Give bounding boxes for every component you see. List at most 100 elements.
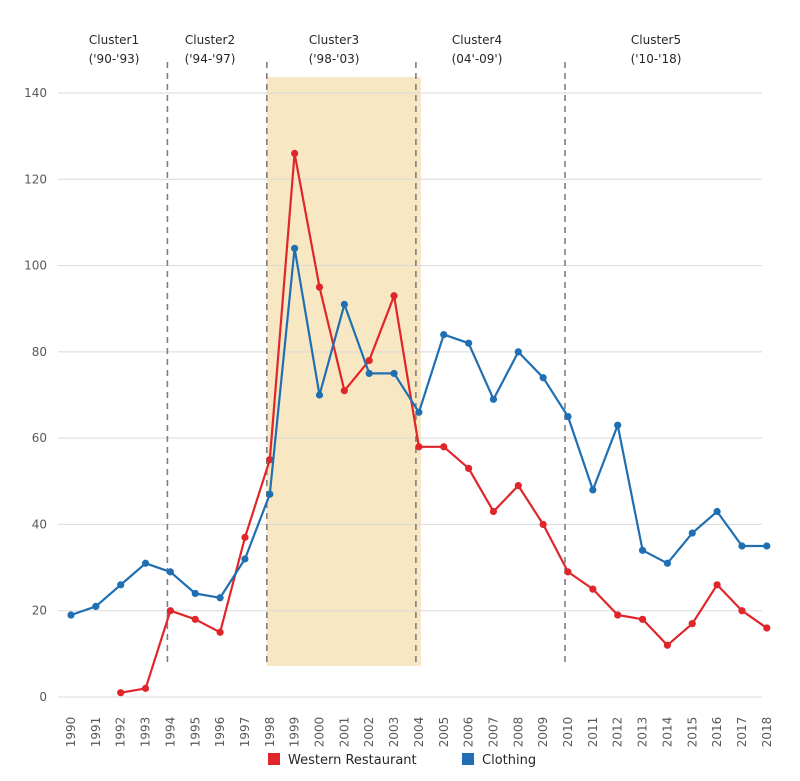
- x-tick-label: 1997: [238, 717, 252, 748]
- data-point-clothing: [489, 395, 498, 403]
- x-tick-label: 2018: [760, 717, 774, 748]
- cluster-title: Cluster5: [631, 33, 681, 47]
- data-point-clothing: [589, 486, 597, 494]
- data-point-clothing: [564, 412, 572, 421]
- data-point-clothing: [315, 391, 324, 399]
- data-point-clothing: [92, 602, 100, 611]
- cluster-title: Cluster2: [185, 33, 235, 47]
- x-tick-label: 2002: [362, 717, 376, 748]
- data-point-western-restaurant: [266, 456, 274, 464]
- x-tick-label: 2012: [611, 717, 625, 748]
- data-point-clothing: [216, 594, 224, 602]
- data-point-western-restaurant: [166, 607, 174, 615]
- data-point-western-restaurant: [763, 624, 771, 632]
- data-point-western-restaurant: [738, 607, 746, 615]
- cluster-title: Cluster3: [309, 33, 359, 47]
- data-point-western-restaurant: [713, 581, 721, 589]
- y-tick-label: 100: [24, 259, 47, 273]
- data-point-clothing: [266, 490, 274, 498]
- highlight-band-cluster3: [266, 77, 421, 666]
- data-point-clothing: [539, 374, 547, 382]
- data-point-western-restaurant: [415, 443, 423, 451]
- data-point-western-restaurant: [539, 520, 547, 529]
- data-point-clothing: [614, 421, 622, 429]
- data-point-western-restaurant: [291, 149, 299, 157]
- data-point-clothing: [415, 408, 423, 416]
- cluster-range: ('90-'93): [89, 52, 140, 66]
- x-tick-label: 2014: [660, 717, 674, 748]
- cluster-dividers: [166, 62, 566, 666]
- x-tick-label: 2003: [387, 717, 401, 748]
- legend-swatch-western-restaurant: [268, 753, 280, 765]
- cluster-title: Cluster4: [452, 33, 502, 47]
- x-tick-label: 2004: [412, 717, 426, 748]
- data-point-clothing: [663, 559, 672, 567]
- cluster-range: (04'-09'): [452, 52, 503, 66]
- x-tick-label: 2017: [735, 717, 749, 748]
- data-point-western-restaurant: [489, 507, 498, 516]
- x-tick-label: 2005: [437, 717, 451, 748]
- y-tick-label: 120: [24, 172, 47, 186]
- y-tick-label: 20: [32, 604, 47, 618]
- x-tick-label: 1995: [188, 717, 202, 748]
- data-point-western-restaurant: [390, 292, 398, 300]
- x-tick-label: 2008: [511, 717, 525, 748]
- x-tick-label: 1998: [263, 717, 277, 748]
- data-point-clothing: [465, 339, 473, 347]
- data-point-clothing: [166, 568, 174, 576]
- y-tick-label: 140: [24, 86, 47, 100]
- x-axis-ticks: 1990 1991 1992 1993 1994 1995 1996 1997 1998 1999…: [64, 717, 774, 748]
- data-point-western-restaurant: [614, 611, 622, 619]
- x-tick-label: 1999: [288, 717, 302, 748]
- x-tick-label: 2006: [462, 717, 476, 748]
- x-tick-label: 1996: [213, 717, 227, 748]
- x-tick-label: 2007: [486, 717, 500, 748]
- data-point-clothing: [738, 542, 746, 550]
- data-point-clothing: [141, 559, 150, 567]
- y-tick-label: 80: [32, 345, 47, 359]
- x-tick-label: 2015: [685, 717, 699, 748]
- data-point-clothing: [763, 542, 771, 550]
- legend-label-western-restaurant: Western Restaurant: [288, 753, 417, 768]
- data-point-clothing: [514, 348, 522, 356]
- data-point-clothing: [191, 589, 199, 598]
- x-tick-label: 2001: [337, 717, 351, 748]
- data-point-clothing: [241, 555, 249, 563]
- data-point-clothing: [638, 546, 647, 554]
- data-point-clothing: [67, 611, 75, 619]
- data-point-clothing: [365, 369, 373, 378]
- x-tick-label: 1990: [64, 717, 78, 748]
- data-point-western-restaurant: [216, 628, 224, 636]
- legend: Western Restaurant Clothing: [268, 753, 536, 768]
- cluster-title: Cluster1: [89, 33, 139, 47]
- data-point-western-restaurant: [638, 615, 647, 623]
- x-tick-label: 2016: [710, 717, 724, 748]
- data-point-western-restaurant: [191, 615, 199, 623]
- data-point-western-restaurant: [465, 464, 473, 472]
- series-layer: [67, 149, 771, 697]
- x-tick-label: 1992: [114, 717, 128, 748]
- data-point-western-restaurant: [663, 641, 672, 649]
- data-point-western-restaurant: [340, 387, 348, 395]
- highlight-layer: [266, 77, 421, 666]
- data-point-western-restaurant: [141, 684, 150, 692]
- y-axis-ticks: 0 20 40 60 80 100 120 140: [24, 86, 47, 704]
- data-point-western-restaurant: [688, 620, 696, 628]
- y-tick-label: 60: [32, 431, 47, 445]
- series-line-western-restaurant: [120, 152, 768, 694]
- cluster-range: ('98-'03): [309, 52, 360, 66]
- y-tick-label: 0: [39, 690, 47, 704]
- x-tick-label: 2011: [586, 717, 600, 748]
- x-tick-label: 2013: [636, 717, 650, 748]
- data-point-clothing: [117, 581, 125, 589]
- data-point-clothing: [688, 529, 696, 537]
- cluster-labels: Cluster1 ('90-'93) Cluster2 ('94-'97) Cluste…: [89, 33, 682, 66]
- x-tick-label: 1991: [89, 717, 103, 748]
- x-tick-label: 2009: [536, 717, 550, 748]
- x-tick-label: 1994: [163, 717, 177, 748]
- data-point-western-restaurant: [514, 482, 522, 490]
- x-tick-label: 2010: [561, 717, 575, 748]
- data-point-western-restaurant: [589, 585, 597, 593]
- data-point-western-restaurant: [241, 533, 249, 541]
- data-point-western-restaurant: [365, 356, 373, 365]
